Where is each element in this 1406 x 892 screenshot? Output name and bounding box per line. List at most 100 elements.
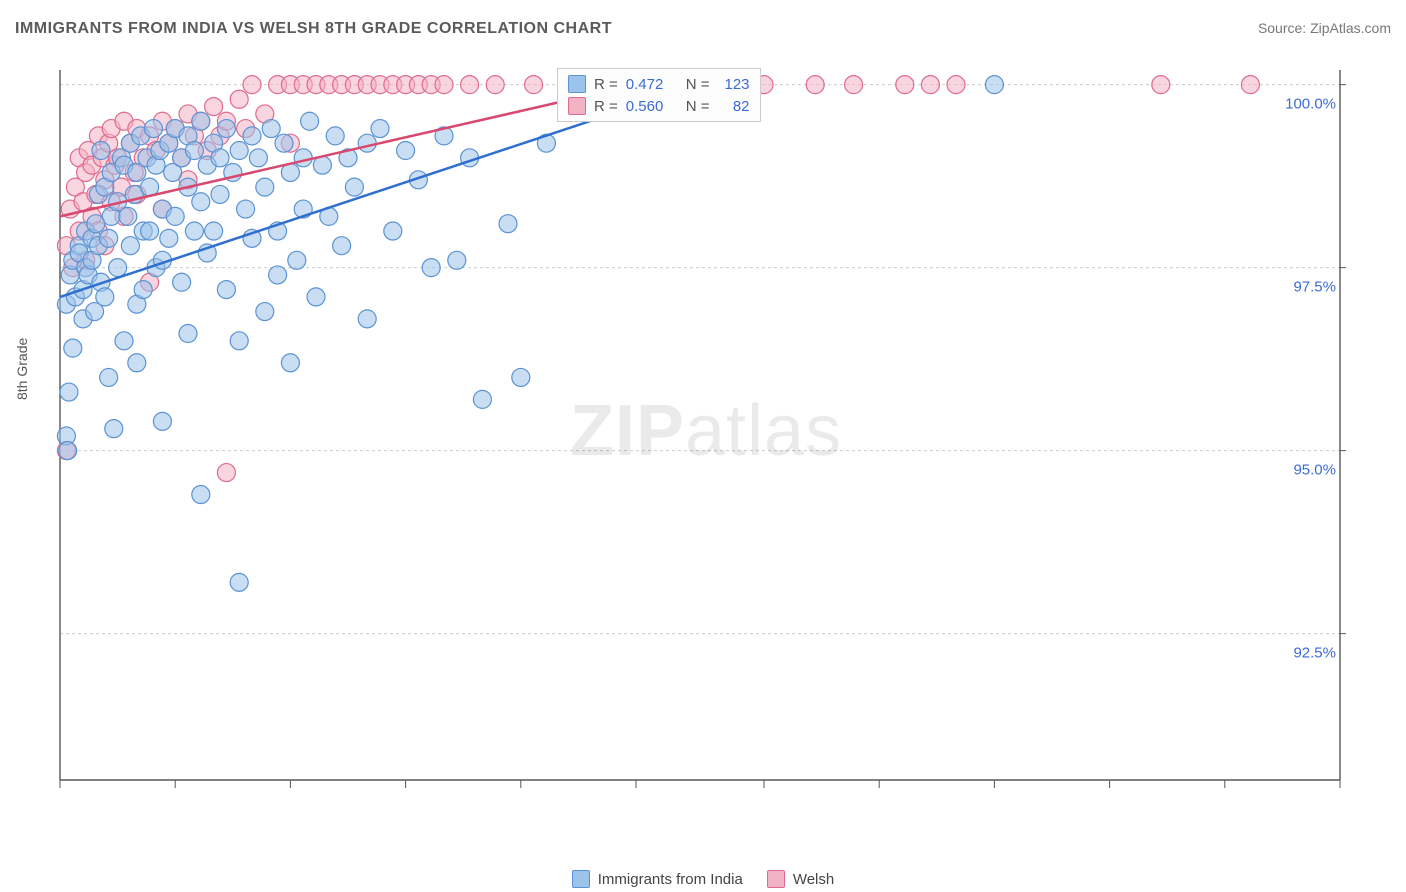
data-point [512,368,530,386]
data-point [896,76,914,94]
data-point [243,127,261,145]
data-point [217,120,235,138]
stat-n-value: 82 [718,98,750,115]
data-point [947,76,965,94]
data-point [134,281,152,299]
y-tick-label: 95.0% [1293,462,1336,479]
y-tick-label: 100.0% [1285,96,1336,113]
data-point [243,76,261,94]
y-tick-label: 92.5% [1293,645,1336,662]
data-point [985,76,1003,94]
data-point [217,464,235,482]
data-point [115,332,133,350]
data-point [1241,76,1259,94]
data-point [153,412,171,430]
data-point [96,288,114,306]
legend-label: Immigrants from India [598,871,743,888]
data-point [294,149,312,167]
legend-stat-row: R = 0.560 N = 82 [568,95,750,117]
data-point [288,251,306,269]
data-point [525,76,543,94]
stat-n-value: 123 [718,76,750,93]
data-point [806,76,824,94]
data-point [217,281,235,299]
data-point [307,288,325,306]
data-point [237,200,255,218]
data-point [1152,76,1170,94]
data-point [345,178,363,196]
data-point [192,193,210,211]
data-point [160,229,178,247]
data-point [109,259,127,277]
data-point [230,142,248,160]
data-point [371,120,389,138]
data-point [105,420,123,438]
source-attribution: Source: ZipAtlas.com [1258,20,1391,36]
data-point [435,76,453,94]
data-point [185,142,203,160]
data-point [461,76,479,94]
chart-svg: 92.5% 95.0% 97.5% 100.0% 0.0% 100.0% [50,60,1370,800]
x-tick-label: 0.0% [60,799,94,800]
data-point [144,120,162,138]
data-point [211,149,229,167]
data-point [205,98,223,116]
data-point [326,127,344,145]
data-point [448,251,466,269]
data-point [119,207,137,225]
legend-item: Immigrants from India [572,870,743,888]
legend-series: Immigrants from India Welsh [0,870,1406,888]
data-point [192,112,210,130]
data-point [100,368,118,386]
data-point [128,354,146,372]
data-point [230,90,248,108]
data-point [59,442,77,460]
y-axis-label: 8th Grade [14,338,30,400]
data-point [422,259,440,277]
legend-item: Welsh [767,870,834,888]
data-point [121,237,139,255]
data-point [281,354,299,372]
legend-correlation-box: R = 0.472 N = 123 R = 0.560 N = 82 [557,68,761,122]
stat-r-value: 0.560 [626,98,672,115]
data-point [333,237,351,255]
legend-stat-row: R =0.472N =123 [568,73,750,95]
data-point [141,222,159,240]
data-point [211,185,229,203]
y-tick-label: 97.5% [1293,279,1336,296]
data-point [486,76,504,94]
stat-n-label: N = [686,98,710,115]
data-point [249,149,267,167]
data-point [64,339,82,357]
chart-title: IMMIGRANTS FROM INDIA VS WELSH 8TH GRADE… [15,20,612,38]
data-point [256,303,274,321]
data-point [262,120,280,138]
data-point [358,310,376,328]
data-point [166,207,184,225]
stat-r-label: R = [594,98,618,115]
data-point [275,134,293,152]
legend-swatch [568,97,586,115]
data-point [230,573,248,591]
stat-r-label: R = [594,76,618,93]
data-point [92,142,110,160]
data-point [269,266,287,284]
data-point [173,273,191,291]
data-point [100,229,118,247]
data-point [384,222,402,240]
legend-swatch [572,870,590,888]
data-point [192,486,210,504]
data-point [230,332,248,350]
data-point [397,142,415,160]
data-point [185,222,203,240]
data-point [499,215,517,233]
x-tick-label: 100.0% [1289,799,1340,800]
stat-r-value: 0.472 [626,76,672,93]
data-point [921,76,939,94]
data-point [256,178,274,196]
data-point [358,134,376,152]
data-point [845,76,863,94]
data-point [179,325,197,343]
data-point [473,390,491,408]
legend-swatch [568,75,586,93]
